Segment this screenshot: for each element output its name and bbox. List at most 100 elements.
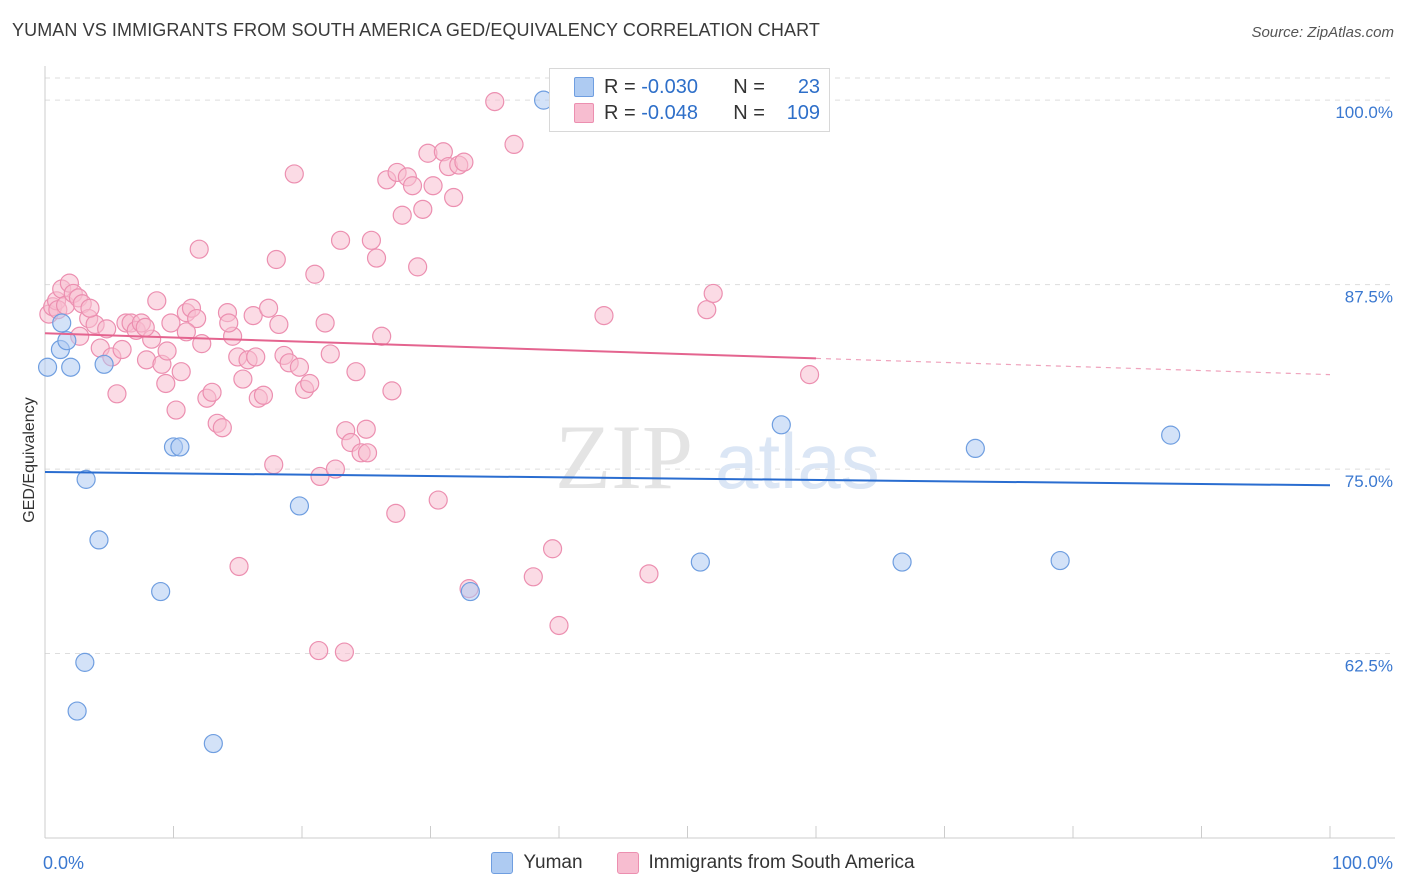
- imm-point[interactable]: [176, 322, 196, 342]
- imm-point[interactable]: [258, 298, 279, 318]
- yuman-point[interactable]: [771, 415, 791, 435]
- imm-point[interactable]: [243, 305, 263, 326]
- y-tick-label: 87.5%: [1345, 288, 1393, 307]
- imm-point[interactable]: [334, 642, 355, 662]
- yuman-point[interactable]: [76, 469, 96, 489]
- imm-point[interactable]: [346, 362, 366, 382]
- data-points: [37, 90, 1181, 754]
- yuman-point[interactable]: [892, 552, 912, 572]
- yuman-point[interactable]: [67, 701, 87, 721]
- imm-point[interactable]: [305, 264, 325, 284]
- imm-point[interactable]: [594, 305, 614, 326]
- imm-point[interactable]: [157, 341, 177, 361]
- imm-point[interactable]: [219, 313, 239, 333]
- imm-point[interactable]: [264, 455, 284, 475]
- imm-point[interactable]: [156, 373, 176, 394]
- imm-point[interactable]: [386, 503, 406, 523]
- imm-point[interactable]: [233, 369, 253, 389]
- yuman-point[interactable]: [52, 313, 72, 333]
- imm-point[interactable]: [330, 230, 351, 250]
- imm-point[interactable]: [97, 319, 117, 339]
- imm-point[interactable]: [392, 205, 412, 225]
- yuman-point[interactable]: [1050, 550, 1070, 571]
- yuman-point[interactable]: [203, 733, 223, 754]
- imm-point[interactable]: [300, 373, 320, 394]
- yuman-point[interactable]: [57, 331, 77, 351]
- imm-point[interactable]: [189, 239, 209, 259]
- yuman-legend-label: Yuman: [523, 852, 583, 873]
- imm-point[interactable]: [246, 347, 266, 367]
- imm-point[interactable]: [382, 381, 402, 401]
- imm-point[interactable]: [309, 640, 329, 661]
- imm-point[interactable]: [485, 92, 505, 112]
- imm-point[interactable]: [454, 152, 474, 172]
- legend-item-imm[interactable]: Immigrants from South America: [616, 852, 915, 874]
- imm-point[interactable]: [161, 313, 181, 333]
- imm-point[interactable]: [413, 199, 433, 219]
- imm-point[interactable]: [504, 134, 524, 155]
- y-tick-label: 62.5%: [1345, 657, 1393, 676]
- yuman-point[interactable]: [289, 496, 310, 516]
- legend-item-yuman[interactable]: Yuman: [491, 852, 583, 874]
- legend-row-imm: R = -0.048 N = 109: [574, 101, 820, 125]
- yuman-point[interactable]: [89, 530, 109, 550]
- imm-point[interactable]: [320, 344, 340, 364]
- imm-point[interactable]: [542, 539, 563, 559]
- yuman-n-value: 23: [797, 75, 821, 98]
- imm-point[interactable]: [171, 362, 191, 382]
- yuman-point[interactable]: [94, 354, 114, 374]
- imm-point[interactable]: [266, 249, 286, 270]
- imm-point[interactable]: [212, 418, 232, 438]
- imm-point[interactable]: [289, 357, 310, 377]
- imm-point[interactable]: [423, 176, 443, 196]
- imm-point[interactable]: [703, 283, 723, 304]
- yuman-point[interactable]: [965, 438, 985, 459]
- watermark: ZIP atlas: [555, 406, 880, 508]
- imm-point[interactable]: [325, 459, 346, 479]
- imm-point[interactable]: [315, 313, 335, 333]
- trend-lines: [44, 332, 1331, 487]
- imm-point[interactable]: [639, 564, 659, 584]
- imm-point[interactable]: [356, 419, 376, 439]
- imm-point[interactable]: [147, 291, 167, 311]
- imm-point[interactable]: [361, 230, 381, 250]
- yuman-trend-line: [44, 471, 1331, 487]
- yuman-point[interactable]: [61, 357, 81, 377]
- imm-trend-extension: [815, 357, 1331, 376]
- yuman-point[interactable]: [170, 437, 190, 457]
- y-axis-title: GED/Equivalency: [21, 397, 38, 522]
- imm-point[interactable]: [549, 615, 569, 636]
- imm-point[interactable]: [135, 317, 155, 337]
- imm-point[interactable]: [80, 298, 100, 318]
- imm-point[interactable]: [408, 257, 428, 277]
- imm-point[interactable]: [402, 176, 423, 196]
- imm-point[interactable]: [428, 490, 448, 510]
- imm-point[interactable]: [284, 164, 304, 184]
- imm-point[interactable]: [187, 308, 207, 329]
- imm-point[interactable]: [444, 187, 464, 208]
- imm-point[interactable]: [166, 400, 186, 420]
- imm-point[interactable]: [366, 248, 387, 268]
- yuman-r-value: -0.030: [641, 75, 698, 98]
- imm-point[interactable]: [372, 326, 392, 346]
- imm-point[interactable]: [253, 385, 274, 405]
- yuman-point[interactable]: [37, 357, 58, 377]
- imm-point[interactable]: [269, 314, 289, 335]
- imm-point[interactable]: [112, 339, 132, 360]
- imm-point[interactable]: [229, 556, 249, 577]
- yuman-point[interactable]: [460, 581, 480, 602]
- yuman-point[interactable]: [690, 552, 710, 572]
- imm-point[interactable]: [202, 382, 222, 402]
- yuman-point[interactable]: [151, 581, 171, 602]
- yuman-point[interactable]: [75, 652, 95, 672]
- chart-title: YUMAN VS IMMIGRANTS FROM SOUTH AMERICA G…: [12, 20, 820, 40]
- yuman-point[interactable]: [1161, 425, 1181, 445]
- imm-point[interactable]: [799, 365, 820, 385]
- imm-point[interactable]: [523, 567, 543, 587]
- imm-point[interactable]: [107, 384, 127, 404]
- x-tick-label-left: 0.0%: [43, 853, 84, 873]
- imm-point[interactable]: [697, 300, 717, 320]
- imm-point[interactable]: [310, 466, 330, 487]
- imm-point[interactable]: [357, 443, 378, 463]
- imm-r-label: R =: [604, 101, 636, 124]
